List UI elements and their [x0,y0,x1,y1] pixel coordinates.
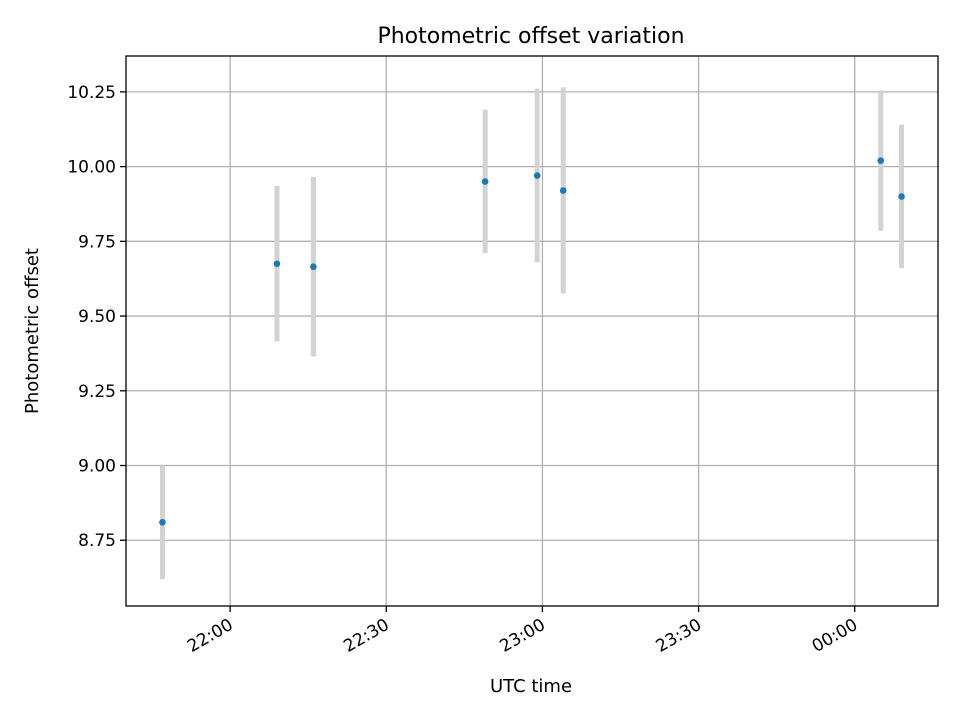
data-point [159,519,166,526]
chart-title: Photometric offset variation [377,24,684,49]
axis-ticks: 22:00 22:30 23:00 23:30 00:00 8.75 9.00 9.25 9.5… [67,83,861,657]
y-tick-label: 10.00 [67,158,116,178]
data-point [877,157,885,164]
data-points [159,157,905,526]
y-tick-label: 9.00 [78,457,116,477]
grid-lines [126,56,938,606]
data-point [310,263,317,271]
y-tick-label: 10.25 [67,83,116,103]
data-point [273,260,281,268]
data-point [533,172,541,179]
y-tick-label: 8.75 [78,531,116,551]
x-tick-label: 00:00 [809,615,861,657]
x-tick-label: 22:30 [340,615,392,657]
y-tick-label: 9.75 [78,232,116,252]
y-tick-label: 9.50 [78,307,116,327]
x-tick-label: 22:00 [184,615,236,657]
x-tick-label: 23:00 [496,615,548,657]
data-point [898,193,905,200]
data-point [559,187,567,194]
error-bars [159,87,905,580]
plot-frame [125,55,939,607]
x-tick-label: 23:30 [653,615,705,657]
y-axis-label: Photometric offset [22,248,43,414]
y-tick-label: 9.25 [78,382,116,402]
data-point [481,178,489,185]
x-axis-label: UTC time [490,676,572,697]
